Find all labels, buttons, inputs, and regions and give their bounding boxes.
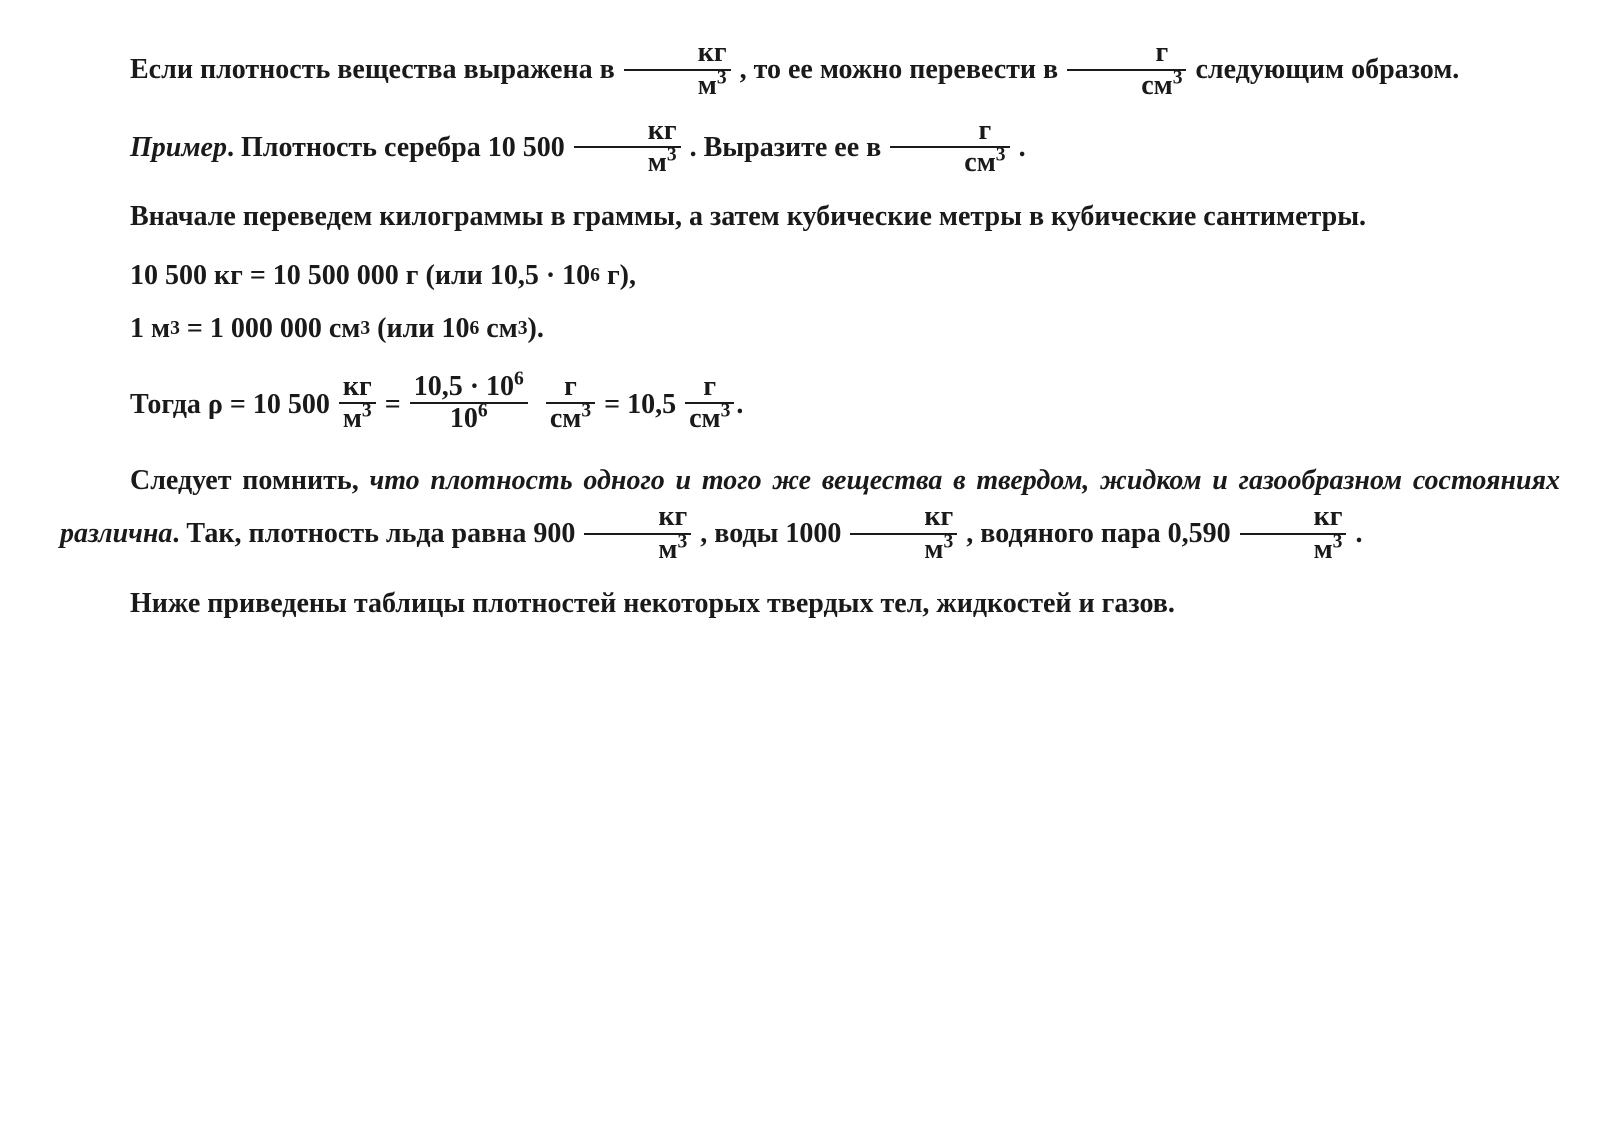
fraction-kg-m3: кг м3 bbox=[584, 502, 691, 566]
fraction-kg-m3: кг м3 bbox=[1240, 502, 1347, 566]
paragraph-convert-desc: Вначале переведем килограммы в граммы, а… bbox=[60, 195, 1560, 240]
text: ). bbox=[528, 307, 544, 352]
fraction-kg-m3: кг м3 bbox=[624, 38, 731, 102]
paragraph-example: Пример. Плотность серебра 10 500 кг м3 .… bbox=[60, 118, 1560, 182]
paragraph-states: Следует помнить, что плотность одного и … bbox=[60, 459, 1560, 567]
text: см bbox=[479, 307, 518, 352]
fraction-calc: 10,5 · 106 106 bbox=[410, 372, 528, 436]
text: Если плотность вещества выражена в bbox=[130, 54, 622, 85]
fraction-kg-m3: кг м3 bbox=[339, 372, 376, 436]
denominator: м3 bbox=[584, 535, 691, 566]
numerator: кг bbox=[850, 502, 957, 535]
text: = 10,5 bbox=[597, 383, 683, 428]
numerator: кг bbox=[1240, 502, 1347, 535]
text: . bbox=[736, 383, 743, 428]
numerator: кг bbox=[574, 116, 681, 149]
denominator: м3 bbox=[850, 535, 957, 566]
text: . bbox=[1019, 132, 1026, 163]
text: . bbox=[1355, 518, 1362, 549]
text: . Плотность серебра 10 500 bbox=[227, 132, 572, 163]
denominator: м3 bbox=[624, 71, 731, 102]
text bbox=[530, 383, 544, 428]
text: 10 500 кг = 10 500 000 г (или 10,5 · 10 bbox=[130, 254, 590, 299]
equation-density-result: Тогда ρ = 10 500 кг м3 = 10,5 · 106 106 … bbox=[130, 374, 1560, 438]
text: Тогда ρ = 10 500 bbox=[130, 383, 337, 428]
numerator: кг bbox=[624, 38, 731, 71]
equation-mass-convert: 10 500 кг = 10 500 000 г (или 10,5 · 106… bbox=[130, 254, 1560, 299]
denominator: см3 bbox=[546, 404, 595, 435]
text: , то ее можно перевести в bbox=[740, 54, 1066, 85]
numerator: кг bbox=[584, 502, 691, 535]
text: , воды 1000 bbox=[700, 518, 848, 549]
fraction-g-cm3: г см3 bbox=[1067, 38, 1186, 102]
numerator: г bbox=[890, 116, 1009, 149]
equation-volume-convert: 1 м3 = 1 000 000 см3 (или 106 см3). bbox=[130, 307, 1560, 352]
text: следующим образом. bbox=[1195, 54, 1459, 85]
fraction-kg-m3: кг м3 bbox=[574, 116, 681, 180]
text: 1 м bbox=[130, 307, 170, 352]
fraction-kg-m3: кг м3 bbox=[850, 502, 957, 566]
example-label: Пример bbox=[130, 132, 227, 163]
denominator: м3 bbox=[339, 404, 376, 435]
text: Следует помнить, bbox=[130, 465, 370, 496]
denominator: см3 bbox=[1067, 71, 1186, 102]
fraction-g-cm3: г см3 bbox=[890, 116, 1009, 180]
denominator: см3 bbox=[890, 148, 1009, 179]
numerator: г bbox=[546, 372, 595, 405]
numerator: г bbox=[685, 372, 734, 405]
paragraph-tables-note: Ниже приведены таблицы плотностей некото… bbox=[60, 582, 1560, 627]
fraction-g-cm3: г см3 bbox=[546, 372, 595, 436]
text: = 1 000 000 см bbox=[180, 307, 360, 352]
numerator: г bbox=[1067, 38, 1186, 71]
denominator: 106 bbox=[410, 404, 528, 435]
text: г), bbox=[600, 254, 636, 299]
text: . Так, плотность льда равна 900 bbox=[172, 518, 582, 549]
numerator: кг bbox=[339, 372, 376, 405]
denominator: см3 bbox=[685, 404, 734, 435]
paragraph-intro: Если плотность вещества выражена в кг м3… bbox=[60, 40, 1560, 104]
text: . Выразите ее в bbox=[690, 132, 889, 163]
denominator: м3 bbox=[1240, 535, 1347, 566]
text: = bbox=[378, 383, 408, 428]
text: , водяного пара 0,590 bbox=[966, 518, 1237, 549]
text: (или 10 bbox=[370, 307, 469, 352]
numerator: 10,5 · 106 bbox=[410, 372, 528, 405]
denominator: м3 bbox=[574, 148, 681, 179]
fraction-g-cm3: г см3 bbox=[685, 372, 734, 436]
